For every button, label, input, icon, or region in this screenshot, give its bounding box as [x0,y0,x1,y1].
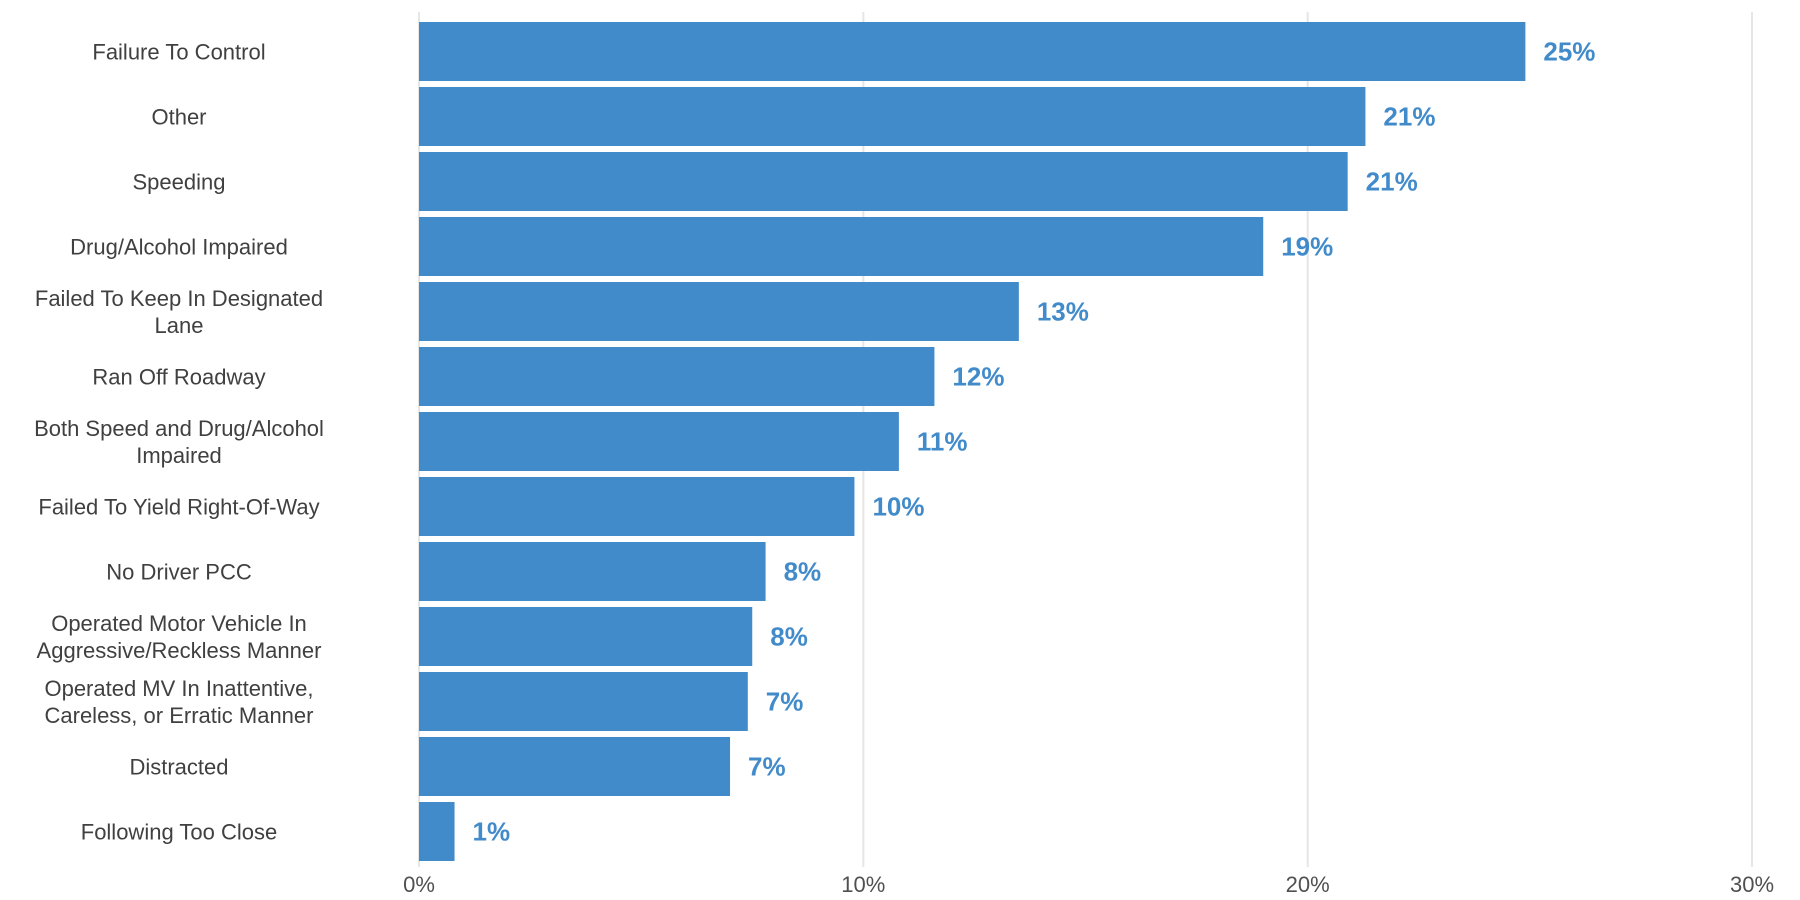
x-tick-label: 10% [841,872,885,897]
category-label-line: Speeding [133,170,226,195]
bar-value-label: 21% [1383,102,1435,132]
bar [419,412,899,471]
bar-value-label: 19% [1281,232,1333,262]
category-label: Distracted [129,755,228,780]
category-label: Drug/Alcohol Impaired [70,235,288,260]
bar [419,607,753,666]
category-label: Other [151,105,206,130]
bar [419,347,935,406]
category-label-line: Careless, or Erratic Manner [45,703,314,728]
category-label-line: Distracted [129,755,228,780]
bar [419,477,855,536]
bar [419,22,1526,81]
bar-value-label: 7% [766,687,804,717]
category-label-line: Failed To Yield Right-Of-Way [38,495,319,520]
bar-value-label: 10% [872,492,924,522]
bar-value-label: 7% [748,752,786,782]
bar-value-label: 8% [784,557,822,587]
category-label-line: Operated MV In Inattentive, [44,676,313,701]
bar-value-label: 11% [917,427,968,457]
bars [419,22,1526,861]
bar [419,542,766,601]
category-label: Operated MV In Inattentive, Careless, or … [44,676,313,728]
x-tick-label: 30% [1730,872,1774,897]
category-label: Both Speed and Drug/Alcohol Impaired [34,416,324,468]
x-tick-label: 0% [403,872,435,897]
bar [419,152,1348,211]
category-label-line: Failure To Control [92,40,265,65]
category-label: No Driver PCC [106,560,252,585]
category-label: Failure To Control [92,40,265,65]
bar-value-label: 8% [770,622,808,652]
category-label-line: Aggressive/Reckless Manner [37,638,322,663]
category-label: Failed To Keep In Designated Lane [35,286,323,338]
x-axis-ticks: 0% 10% 20% 30% [403,872,1774,897]
category-label: Speeding [133,170,226,195]
bar-value-label: 21% [1366,167,1418,197]
category-label-line: No Driver PCC [106,560,252,585]
category-label-line: Other [151,105,206,130]
bar [419,737,731,796]
category-label-line: Lane [155,313,204,338]
bar-value-label: 25% [1543,37,1595,67]
data-labels: 25% 21% 21% 19% 13% 12% 11% 10% 8% 8% 7% 7% 1% [473,37,1596,847]
bar [419,282,1019,341]
category-label: Operated Motor Vehicle In Aggressive/Reck… [37,611,322,663]
bar-value-label: 13% [1037,297,1089,327]
category-label-line: Drug/Alcohol Impaired [70,235,288,260]
category-label: Ran Off Roadway [92,365,265,390]
bar-value-label: 12% [952,362,1004,392]
category-label-line: Impaired [136,443,222,468]
category-label-line: Failed To Keep In Designated [35,286,323,311]
bar [419,802,455,861]
bar-value-label: 1% [473,817,511,847]
category-label: Following Too Close [81,820,277,845]
category-labels: Failure To Control Other Speeding Drug/Alco… [34,40,324,845]
x-tick-label: 20% [1286,872,1330,897]
category-label: Failed To Yield Right-Of-Way [38,495,319,520]
category-label-line: Operated Motor Vehicle In [51,611,307,636]
bar [419,87,1366,146]
category-label-line: Both Speed and Drug/Alcohol [34,416,324,441]
category-label-line: Following Too Close [81,820,277,845]
category-label-line: Ran Off Roadway [92,365,265,390]
bar [419,672,748,731]
bar [419,217,1264,276]
